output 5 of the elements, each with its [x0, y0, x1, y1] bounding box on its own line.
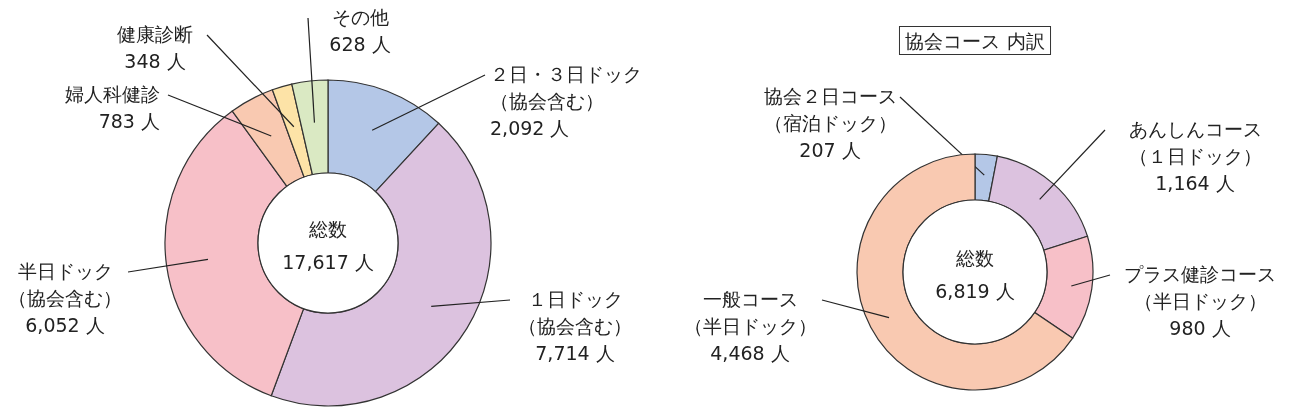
text: 17,617 人: [282, 250, 374, 273]
text: 総数: [308, 217, 347, 240]
text: 総数: [955, 246, 994, 269]
chart-title: 協会コース 内訳: [905, 29, 1045, 52]
text: 6,819 人: [935, 279, 1015, 302]
